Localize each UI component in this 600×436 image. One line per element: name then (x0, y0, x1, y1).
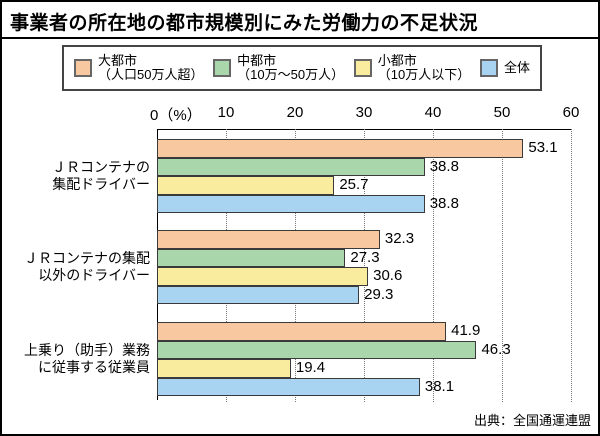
bar (157, 377, 420, 396)
bar-value-label: 27.3 (350, 248, 380, 266)
bar (157, 157, 425, 176)
bar (157, 285, 360, 304)
legend-label: 中都市 （10万～50万人） (237, 54, 344, 82)
bar (157, 359, 291, 378)
axis-tick-label: 60 (562, 104, 580, 121)
plot-area: 53.1 38.8 25.7 38.8 32.3 27.3 30.6 29.3 41.9 46.3… (157, 129, 572, 402)
legend-item: 中都市 （10万～50万人） (213, 54, 344, 82)
legend-swatch (74, 59, 92, 77)
gridline (433, 129, 434, 402)
bar-value-label: 46.3 (481, 340, 511, 358)
axis-tick-label: 20 (286, 104, 304, 121)
bar-value-label: 30.6 (373, 267, 403, 284)
legend-name: 大都市 (98, 53, 138, 68)
bar-value-label: 41.9 (451, 322, 481, 339)
legend-label: 小都市 （10万人以下） (378, 54, 470, 82)
legend-label: 全体 (504, 61, 530, 75)
category-label: ＪＲコンテナの集配 以外のドライバー (2, 250, 150, 284)
axis-tick-label: 30 (355, 104, 373, 121)
bar (157, 267, 369, 286)
bar (157, 230, 380, 249)
bar-value-label: 38.8 (429, 157, 459, 175)
category-label-line: 上乗り（助手）業務 (24, 342, 150, 358)
bar (157, 194, 425, 213)
legend-name: 小都市 (377, 53, 417, 68)
category-label: ＪＲコンテナの 集配ドライバー (2, 159, 150, 193)
category-label-line: 集配ドライバー (52, 176, 150, 192)
legend-item: 大都市 （人口50万人超） (74, 54, 203, 82)
gridline (502, 129, 503, 402)
legend-item: 小都市 （10万人以下） (353, 54, 470, 82)
gridline (571, 129, 572, 402)
bar (157, 322, 447, 341)
bar (157, 340, 477, 359)
legend-swatch (213, 59, 232, 77)
legend-sub: （人口50万人超） (98, 67, 204, 82)
category-label-line: に従事する従業員 (38, 359, 150, 375)
bar-value-label: 32.3 (384, 230, 415, 247)
chart-title: 事業者の所在地の都市規模別にみた労働力の不足状況 (10, 13, 479, 34)
source-credit: 出典：全国通運連盟 (473, 413, 591, 428)
legend-swatch (479, 59, 498, 77)
title-divider (2, 37, 598, 39)
legend-name: 全体 (503, 60, 530, 75)
legend-sub: （10万人以下） (377, 67, 471, 82)
legend-label: 大都市 （人口50万人超） (98, 54, 203, 82)
axis-tick-label-zero: 0（%） (150, 107, 202, 124)
axis-tick-label: 10 (217, 104, 235, 121)
bar-value-label: 38.8 (429, 194, 459, 212)
category-label: 上乗り（助手）業務 に従事する従業員 (2, 342, 150, 376)
axis-tick-label: 40 (424, 104, 442, 121)
bar (157, 176, 335, 195)
legend-name: 中都市 (237, 53, 277, 68)
category-label-line: ＪＲコンテナの (52, 159, 150, 175)
bar-value-label: 25.7 (339, 176, 369, 193)
legend-sub: （10万～50万人） (237, 67, 345, 82)
legend-swatch (353, 59, 372, 77)
bar (157, 139, 524, 158)
bar-value-label: 53.1 (528, 139, 558, 156)
bar-value-label: 19.4 (295, 359, 326, 376)
axis-tick-label: 50 (493, 104, 511, 121)
legend: 大都市 （人口50万人超） 中都市 （10万～50万人） 小都市 （10万人以下） 全体 (62, 45, 542, 91)
category-label-line: 以外のドライバー (38, 267, 150, 283)
gridline (364, 129, 365, 402)
bar (157, 248, 346, 267)
legend-item: 全体 (479, 59, 530, 77)
bar-value-label: 29.3 (364, 285, 394, 303)
category-label-line: ＪＲコンテナの集配 (24, 250, 150, 266)
chart-area: 53.1 38.8 25.7 38.8 32.3 27.3 30.6 29.3 41.9 46.3… (2, 92, 598, 434)
bar-value-label: 38.1 (424, 377, 455, 395)
